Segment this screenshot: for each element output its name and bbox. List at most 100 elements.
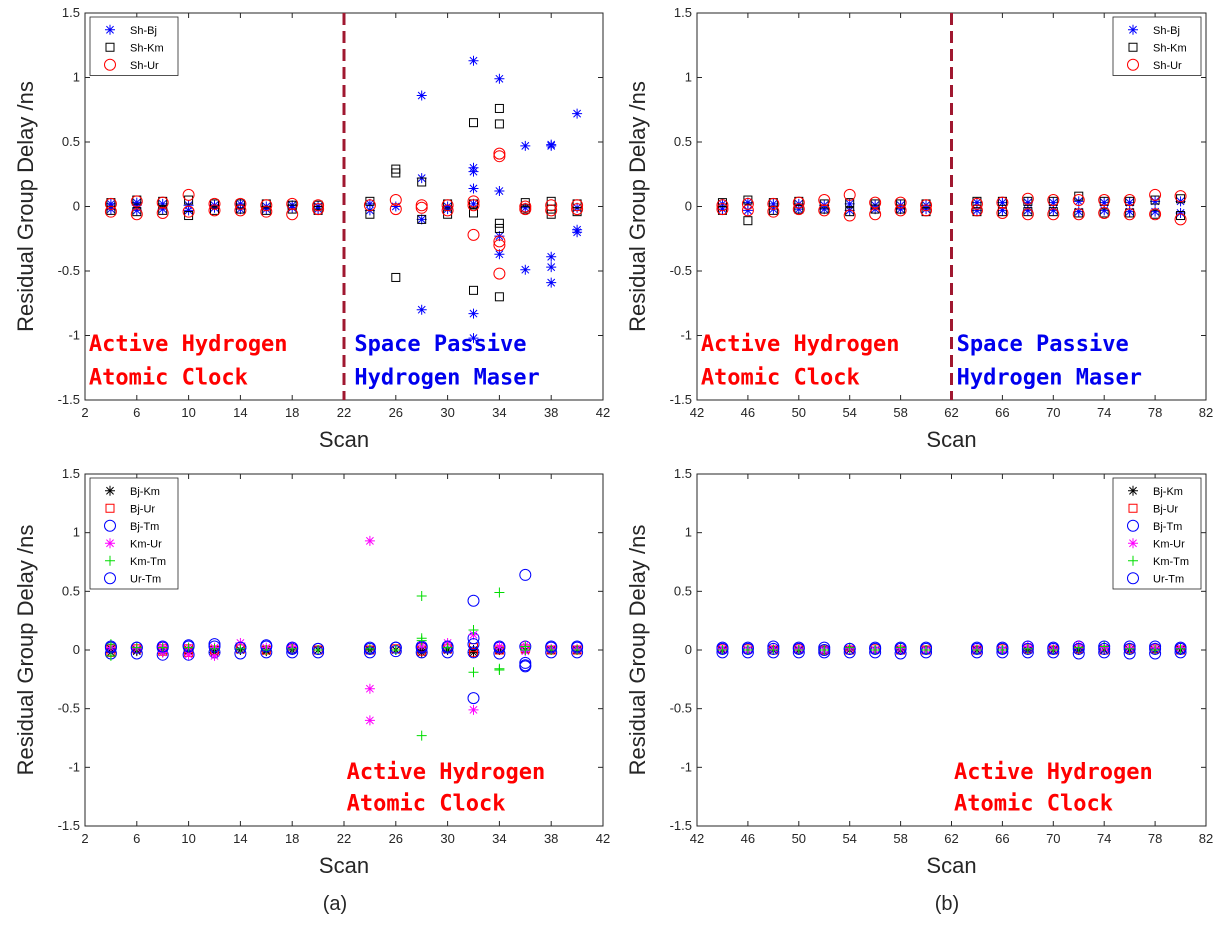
chart-bottom-right-xtick-label: 82 — [1199, 831, 1213, 846]
chart-top-right-ytick-label: 0 — [685, 199, 692, 214]
chart-top-left-xtick-label: 22 — [337, 405, 351, 420]
chart-top-left-point-Sh-Bj — [390, 201, 401, 212]
chart-top-right-point-Sh-Bj — [971, 197, 982, 208]
chart-bottom-right-point-Ur-Tm — [1123, 642, 1136, 655]
chart-top-left-point-Sh-Bj — [494, 186, 505, 197]
chart-top-right-legend-marker-Sh-Bj — [1128, 24, 1138, 35]
chart-top-left-point-Sh-Bj — [183, 200, 194, 211]
chart-bottom-left-legend-marker-Bj-Km — [105, 485, 115, 496]
chart-bottom-left-legend-marker-Ur-Tm — [104, 572, 116, 585]
chart-top-right-ytick-label: -1 — [680, 328, 692, 343]
chart-top-left-point-Sh-Bj — [131, 200, 142, 211]
chart-bottom-left-ytick-label: 1.5 — [62, 466, 80, 481]
chart-top-left-point-Sh-Bj — [572, 227, 583, 238]
chart-bottom-right-point-Ur-Tm — [716, 642, 729, 655]
chart-top-right-point-Sh-Ur — [1149, 208, 1162, 221]
chart-bottom-left-point-Ur-Tm — [260, 640, 273, 653]
chart-top-left-ytick-label: -0.5 — [58, 263, 80, 278]
chart-top-left-point-Sh-Bj — [131, 205, 142, 216]
chart-bottom-right-point-Ur-Tm — [1047, 642, 1060, 655]
chart-bottom-right-xtick-label: 78 — [1148, 831, 1162, 846]
chart-top-left-point-Sh-Ur — [104, 197, 117, 210]
chart-bottom-right-legend-label: Bj-Km — [1153, 486, 1183, 498]
chart-top-right-point-Sh-Ur — [741, 204, 754, 217]
chart-bottom-right-point-Ur-Tm — [741, 642, 754, 655]
chart-bottom-right-point-Ur-Tm — [792, 642, 805, 655]
chart-bottom-left-point-Ur-Tm — [130, 641, 143, 654]
chart-top-right-ytick-label: -0.5 — [670, 263, 692, 278]
chart-bottom-left-legend-label: Bj-Tm — [130, 521, 159, 533]
chart-top-right-point-Sh-Bj — [1048, 197, 1059, 208]
chart-bottom-right-annotation: Atomic Clock — [954, 792, 1113, 817]
chart-top-right-point-Sh-Ur — [1174, 213, 1187, 226]
chart-top-left-xtick-label: 18 — [285, 405, 299, 420]
chart-top-left-point-Sh-Ur — [493, 150, 506, 163]
chart-bottom-left-point-Km-Tm — [261, 645, 272, 655]
chart-top-left-point-Sh-Ur — [234, 204, 247, 217]
chart-bottom-left-point-Ur-Tm — [389, 641, 402, 654]
chart-bottom-right-xtick-label: 70 — [1046, 831, 1060, 846]
chart-bottom-right-point-Km-Tm — [1150, 645, 1161, 655]
chart-bottom-right-point-Km-Tm — [1048, 645, 1059, 655]
chart-bottom-right-ylabel: Residual Group Delay /ns — [625, 525, 650, 776]
chart-top-left-point-Sh-Bj — [546, 262, 557, 273]
chart-bottom-left-point-Ur-Tm — [467, 638, 480, 651]
chart-top-left-legend-label: Sh-Km — [130, 42, 164, 54]
chart-bottom-left-point-Km-Tm — [494, 664, 505, 675]
chart-top-right-point-Sh-Km — [870, 204, 880, 214]
chart-bottom-left-point-Km-Ur — [364, 535, 375, 546]
chart-top-left-point-Sh-Bj — [468, 333, 479, 344]
chart-top-right-xtick-label: 66 — [995, 405, 1009, 420]
chart-bottom-right-point-Km-Tm — [793, 645, 804, 655]
chart-top-left-point-Sh-Ur — [208, 204, 221, 217]
chart-top-left-annotation: Active Hydrogen — [89, 332, 288, 357]
chart-top-right-point-Sh-Bj — [742, 205, 753, 216]
chart-bottom-left-point-Ur-Tm — [312, 642, 325, 655]
chart-bottom-left-point-Ur-Tm — [519, 568, 532, 581]
chart-bottom-left-legend: Bj-Km Bj-Ur Bj-Tm Km-Ur Km-Tm Ur-Tm — [89, 477, 179, 590]
chart-bottom-left-point-Km-Tm — [416, 635, 427, 646]
chart-bottom-right-point-Km-Tm — [997, 645, 1008, 655]
chart-bottom-left-point-Km-Ur — [209, 650, 220, 661]
chart-bottom-left-point-Km-Ur — [235, 637, 246, 648]
chart-bottom-left-point-Ur-Tm — [182, 640, 195, 653]
chart-top-right-point-Sh-Bj — [742, 197, 753, 208]
chart-bottom-left-point-Km-Tm — [313, 645, 324, 655]
chart-top-right-point-Sh-Ur — [767, 197, 780, 210]
chart-top-left-point-Sh-Ur — [208, 197, 221, 210]
chart-bottom-right-point-Ur-Tm — [1072, 642, 1085, 655]
chart-top-left-point-Sh-Bj — [416, 214, 427, 225]
chart-top-left-point-Sh-Bj — [546, 277, 557, 288]
chart-top-left-point-Sh-Km — [572, 207, 582, 217]
chart-top-left-point-Sh-Ur — [493, 147, 506, 160]
chart-top-right-point-Sh-Ur — [894, 204, 907, 217]
chart-top-right-xtick-label: 70 — [1046, 405, 1060, 420]
chart-top-left-point-Sh-Km — [391, 168, 401, 178]
chart-top-left-point-Sh-Bj — [546, 251, 557, 262]
chart-top-right-point-Sh-Ur — [716, 199, 729, 212]
chart-top-right-point-Sh-Km — [794, 204, 804, 214]
chart-bottom-left-legend-label: Km-Ur — [130, 538, 162, 550]
chart-top-left-point-Sh-Km — [469, 285, 478, 295]
chart-bottom-right-legend-label: Bj-Tm — [1153, 521, 1182, 533]
chart-bottom-left-point-Km-Tm — [520, 645, 531, 655]
chart-bottom-left-point-Km-Ur — [494, 641, 505, 652]
chart-top-right-point-Sh-Bj — [971, 205, 982, 216]
chart-top-right-point-Sh-Ur — [970, 204, 983, 217]
chart-top-right-point-Sh-Bj — [921, 204, 932, 215]
chart-bottom-left-point-Km-Ur — [468, 704, 479, 715]
chart-top-left-point-Sh-Ur — [363, 199, 376, 212]
chart-top-left-point-Sh-Bj — [364, 198, 375, 209]
chart-bottom-left-xtick-label: 14 — [233, 831, 247, 846]
chart-top-left-point-Sh-Bj — [572, 108, 583, 119]
chart-top-right-point-Sh-Bj — [1099, 205, 1110, 216]
chart-top-right-point-Sh-Bj — [1124, 197, 1135, 208]
chart-bottom-right-xtick-label: 54 — [842, 831, 856, 846]
chart-top-right-point-Sh-Bj — [717, 204, 728, 215]
chart-bottom-right-point-Km-Tm — [870, 645, 881, 655]
chart-top-left-point-Sh-Ur — [519, 200, 532, 213]
chart-bottom-right-ytick-label: 1 — [685, 525, 692, 540]
chart-bottom-right-point-Km-Tm — [742, 645, 753, 655]
chart-top-left-point-Sh-Km — [287, 204, 297, 214]
